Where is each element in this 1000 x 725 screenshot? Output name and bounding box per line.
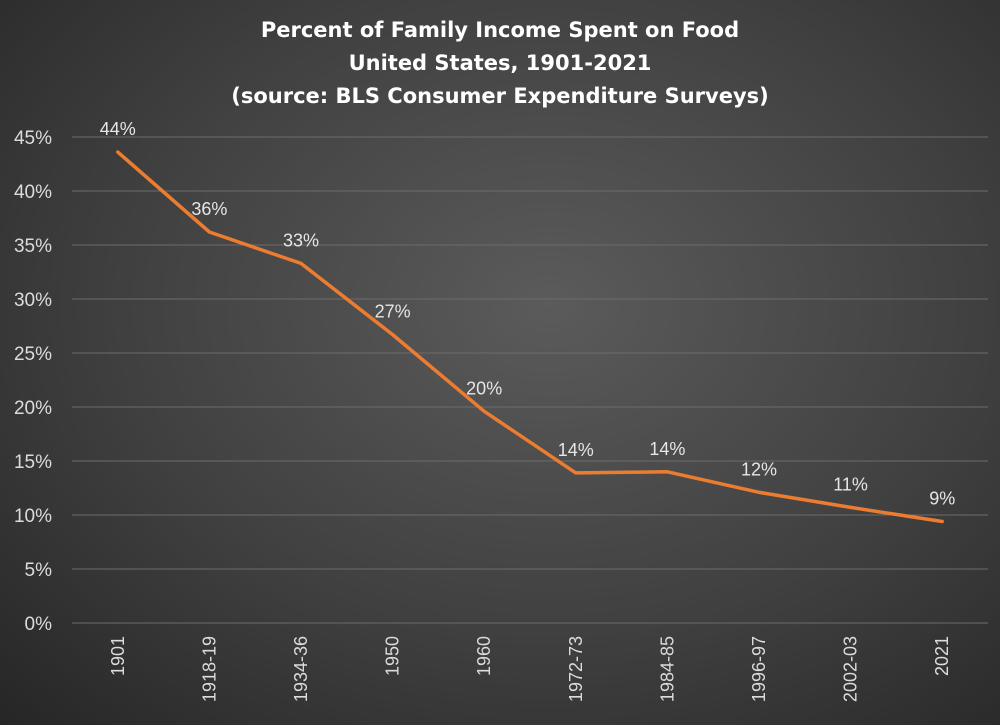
x-tick-label: 1918-19 — [199, 636, 219, 702]
chart-title-line-3: (source: BLS Consumer Expenditure Survey… — [231, 84, 769, 108]
data-label: 14% — [558, 440, 594, 460]
data-label: 14% — [649, 439, 685, 459]
y-tick-label: 15% — [14, 452, 52, 473]
grid-layer — [72, 136, 988, 624]
data-label: 33% — [283, 230, 319, 250]
data-label: 36% — [191, 199, 227, 219]
x-tick-label: 1960 — [474, 636, 494, 676]
data-label: 11% — [833, 474, 868, 494]
x-tick-label: 1996-97 — [749, 636, 769, 702]
x-axis-ticks: 1901 1918-19 1934-36 1950 1960 1972-73 1984-85… — [108, 636, 952, 702]
data-label: 27% — [375, 302, 411, 322]
data-label: 12% — [741, 459, 777, 479]
x-tick-label: 1901 — [108, 636, 128, 676]
y-tick-label: 25% — [14, 344, 52, 365]
series-layer — [116, 150, 944, 524]
y-tick-label: 0% — [25, 614, 53, 635]
x-tick-label: 1972-73 — [566, 636, 586, 702]
y-tick-label: 20% — [14, 398, 52, 419]
x-tick-label: 1934-36 — [291, 636, 311, 702]
y-axis-ticks: 0% 5% 10% 15% 20% 25% 30% 35% 40% 45% — [14, 128, 52, 635]
chart-title-line-1: Percent of Family Income Spent on Food — [260, 18, 740, 42]
x-tick-label: 2021 — [932, 636, 952, 676]
y-tick-label: 10% — [14, 506, 52, 527]
y-tick-label: 30% — [14, 290, 52, 311]
chart-title-line-2: United States, 1901-2021 — [348, 51, 652, 75]
y-tick-label: 45% — [14, 128, 52, 149]
data-labels: 44% 36% 33% 27% 20% 14% 14% 12% 11% 9% — [100, 119, 955, 508]
data-label: 9% — [929, 488, 955, 508]
chart-title: Percent of Family Income Spent on Food U… — [0, 14, 1000, 113]
y-tick-label: 5% — [25, 560, 53, 581]
y-tick-label: 40% — [14, 182, 52, 203]
x-tick-label: 2002-03 — [841, 636, 861, 702]
x-tick-label: 1950 — [383, 636, 403, 676]
y-tick-label: 35% — [14, 236, 52, 257]
data-label: 20% — [466, 378, 502, 398]
series-line — [116, 150, 944, 524]
data-label: 44% — [100, 119, 136, 139]
x-tick-label: 1984-85 — [657, 636, 677, 702]
